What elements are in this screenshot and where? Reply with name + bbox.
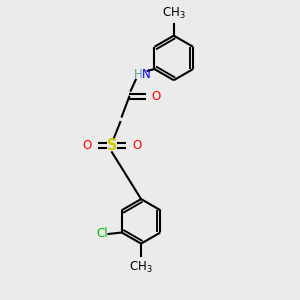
Text: CH$_3$: CH$_3$ [162, 6, 186, 21]
Text: Cl: Cl [97, 227, 108, 241]
Text: O: O [152, 90, 161, 103]
Text: N: N [142, 68, 151, 81]
Text: O: O [82, 139, 92, 152]
Text: S: S [107, 138, 117, 153]
Text: O: O [132, 139, 141, 152]
Text: CH$_3$: CH$_3$ [129, 260, 153, 275]
Text: H: H [134, 68, 142, 81]
